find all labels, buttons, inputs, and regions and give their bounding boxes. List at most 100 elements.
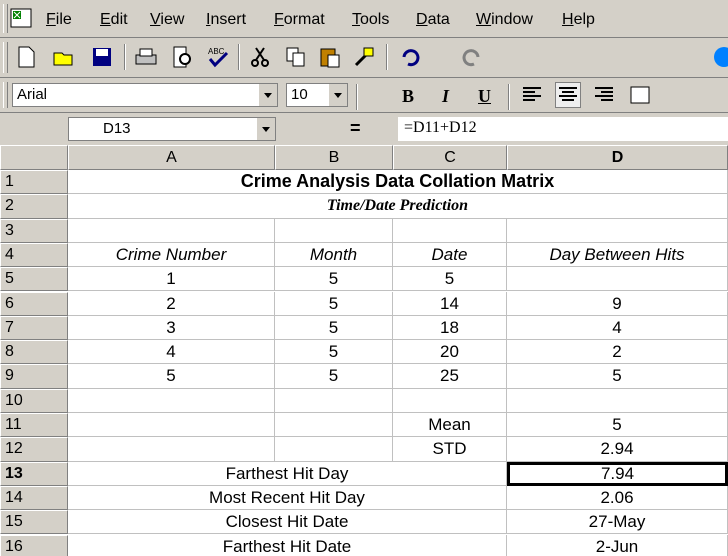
dropdown[interactable] (258, 84, 277, 106)
row-header[interactable]: 7 (0, 315, 68, 341)
menu-item[interactable]: Format (274, 11, 325, 28)
cell[interactable]: 5 (275, 364, 393, 389)
cell[interactable] (393, 218, 507, 243)
column-header[interactable]: D (507, 145, 728, 170)
cell[interactable] (68, 437, 275, 462)
menu-item[interactable]: View (150, 11, 185, 28)
cell[interactable]: 2 (68, 291, 275, 316)
cell[interactable] (275, 388, 393, 413)
menu-item[interactable]: Tools (352, 11, 390, 28)
menu-item[interactable]: Edit (100, 11, 128, 28)
cell[interactable]: 5 (275, 315, 393, 341)
align-left-icon[interactable] (520, 83, 544, 107)
cell[interactable]: Most Recent Hit Day (68, 485, 507, 511)
row-header[interactable]: 4 (0, 242, 68, 268)
save-icon[interactable] (90, 45, 114, 69)
cell[interactable]: Farthest Hit Date (68, 534, 507, 556)
cell[interactable]: 20 (393, 340, 507, 365)
undo-icon[interactable] (398, 45, 422, 69)
cell[interactable] (507, 267, 728, 292)
cell[interactable]: 5 (275, 267, 393, 292)
cell[interactable]: 4 (507, 315, 728, 341)
cell[interactable]: 14 (393, 291, 507, 316)
cell[interactable]: 2 (507, 340, 728, 365)
cell[interactable]: 2.06 (507, 485, 728, 511)
cell[interactable] (507, 388, 728, 413)
cell[interactable]: 1 (68, 267, 275, 292)
cell[interactable] (68, 388, 275, 413)
row-header[interactable]: 14 (0, 485, 68, 511)
column-header[interactable]: C (393, 145, 507, 170)
row-header[interactable]: 11 (0, 413, 68, 438)
row-header[interactable]: 5 (0, 267, 68, 292)
cell[interactable] (275, 437, 393, 462)
row-header[interactable]: 15 (0, 510, 68, 535)
cell[interactable]: STD (393, 437, 507, 462)
cell[interactable]: 5 (275, 340, 393, 365)
cell[interactable]: Day Between Hits (507, 242, 728, 268)
new-icon[interactable] (14, 45, 38, 69)
cell[interactable] (275, 413, 393, 438)
row-header[interactable]: 16 (0, 534, 68, 556)
cell[interactable]: 4 (68, 340, 275, 365)
cell[interactable]: 2.94 (507, 437, 728, 462)
paste-icon[interactable] (318, 45, 342, 69)
redo-icon[interactable] (460, 45, 484, 69)
underline-button[interactable]: U (478, 86, 491, 106)
align-right-icon[interactable] (592, 83, 616, 107)
cell[interactable]: 25 (393, 364, 507, 389)
menu-item[interactable]: File (46, 11, 72, 28)
print-icon[interactable] (134, 45, 158, 69)
column-header[interactable]: A (68, 145, 275, 170)
menu-item[interactable]: Data (416, 11, 450, 28)
format-painter-icon[interactable] (352, 45, 376, 69)
row-header[interactable]: 13 (0, 461, 68, 486)
row-header[interactable]: 6 (0, 291, 68, 316)
row-header[interactable]: 3 (0, 218, 68, 243)
cell[interactable]: 5 (393, 267, 507, 292)
cell[interactable]: Crime Number (68, 242, 275, 268)
name-box[interactable]: D13 (68, 117, 276, 141)
cell[interactable]: 9 (507, 291, 728, 316)
cell[interactable] (68, 413, 275, 438)
cut-icon[interactable] (248, 45, 272, 69)
preview-icon[interactable] (170, 45, 194, 69)
bold-button[interactable]: B (402, 86, 415, 106)
copy-icon[interactable] (284, 45, 308, 69)
cell[interactable]: Date (393, 242, 507, 268)
cell[interactable] (275, 218, 393, 243)
cell[interactable] (68, 218, 275, 243)
italic-button[interactable]: I (442, 86, 450, 106)
web-icon[interactable] (712, 45, 728, 69)
menu-item[interactable]: Insert (206, 11, 247, 28)
row-header[interactable]: 8 (0, 340, 68, 365)
column-header[interactable]: B (275, 145, 393, 170)
spelling-icon[interactable]: ABC (206, 45, 230, 69)
cell[interactable]: 5 (507, 413, 728, 438)
dropdown[interactable] (256, 118, 275, 140)
dropdown[interactable] (328, 84, 347, 106)
cell[interactable]: 5 (68, 364, 275, 389)
cell[interactable]: 2-Jun (507, 534, 728, 556)
cell[interactable]: 5 (507, 364, 728, 389)
align-center-icon[interactable] (555, 82, 581, 108)
size-box[interactable]: 10 (286, 83, 348, 107)
cell[interactable] (393, 388, 507, 413)
row-header[interactable]: 2 (0, 194, 68, 219)
menu-item[interactable]: Help (562, 11, 595, 28)
font-box[interactable]: Arial (12, 83, 278, 107)
open-icon[interactable] (52, 45, 76, 69)
cell[interactable]: 5 (275, 291, 393, 316)
row-header[interactable]: 10 (0, 388, 68, 413)
cell[interactable]: Month (275, 242, 393, 268)
cell[interactable]: Mean (393, 413, 507, 438)
cell[interactable]: Closest Hit Date (68, 510, 507, 535)
cell[interactable]: 27-May (507, 510, 728, 535)
menu-item[interactable]: Window (476, 11, 533, 28)
cell[interactable]: 3 (68, 315, 275, 341)
cell[interactable]: 18 (393, 315, 507, 341)
formula-input[interactable]: =D11+D12 (398, 117, 728, 141)
cell[interactable]: Crime Analysis Data Collation Matrix (68, 170, 728, 195)
cell[interactable]: Farthest Hit Day (68, 461, 507, 486)
cell[interactable]: Time/Date Prediction (68, 194, 728, 219)
